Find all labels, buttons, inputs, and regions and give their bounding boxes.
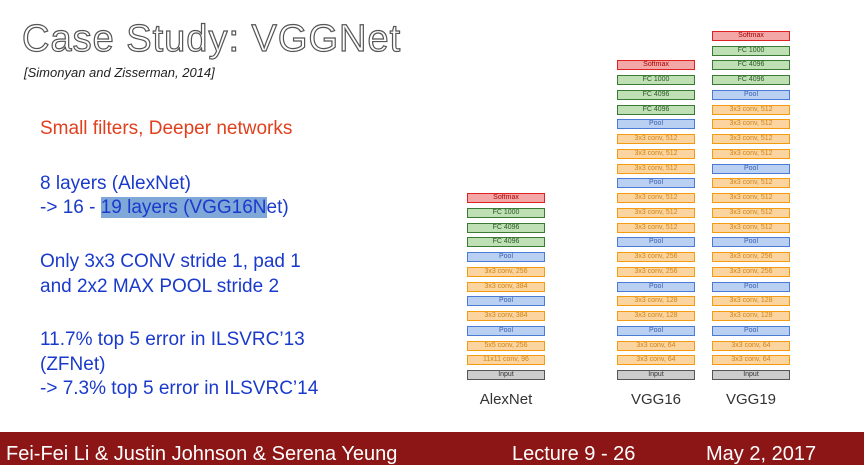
conv-layer: 3x3 conv, 128 [712, 296, 790, 307]
pool-layer: Pool [617, 281, 695, 292]
fc-layer: FC 4096 [467, 222, 545, 233]
highlighted-text: 19 layers (VGG16N [100, 197, 267, 218]
softmax-layer: Softmax [617, 60, 695, 71]
input-layer: Input [467, 370, 545, 380]
conv-layer: 3x3 conv, 256 [467, 266, 545, 277]
conv-layer: 3x3 conv, 512 [712, 207, 790, 218]
red-heading: Small filters, Deeper networks [40, 118, 293, 139]
conv-layer: 3x3 conv, 512 [712, 193, 790, 203]
input-layer: Input [712, 370, 790, 380]
vgg16-label: VGG16 [630, 391, 682, 408]
conv-layer: 3x3 conv, 128 [617, 296, 695, 307]
footer-authors: Fei-Fei Li & Justin Johnson & Serena Yeu… [6, 443, 398, 465]
vgg19-label: VGG19 [725, 391, 777, 408]
conv-layer: 3x3 conv, 256 [617, 266, 695, 277]
footer-lecture: Lecture 9 - 26 [512, 443, 636, 465]
pool-layer: Pool [712, 325, 790, 336]
conv-layer: 3x3 conv, 128 [617, 311, 695, 321]
conv-layer: 3x3 conv, 512 [617, 193, 695, 203]
conv-line-2: and 2x2 MAX POOL stride 2 [40, 276, 280, 297]
fc-layer: FC 4096 [712, 60, 790, 71]
pool-layer: Pool [467, 325, 545, 336]
conv-layer: 3x3 conv, 512 [617, 163, 695, 174]
error-line-2: (ZFNet) [40, 354, 106, 375]
layers-line-1: 8 layers (AlexNet) [40, 173, 191, 194]
layers-line-2-pre: -> 16 - [40, 197, 101, 218]
fc-layer: FC 1000 [617, 75, 695, 85]
conv-layer: 3x3 conv, 256 [617, 252, 695, 262]
conv-layer: 3x3 conv, 512 [712, 104, 790, 115]
pool-layer: Pool [617, 119, 695, 130]
pool-layer: Pool [712, 163, 790, 174]
conv-layer: 3x3 conv, 512 [617, 222, 695, 233]
softmax-layer: Softmax [467, 193, 545, 203]
conv-layer: 3x3 conv, 512 [712, 222, 790, 233]
pool-layer: Pool [617, 325, 695, 336]
conv-layer: 3x3 conv, 512 [712, 148, 790, 159]
input-layer: Input [617, 370, 695, 380]
conv-layer: 3x3 conv, 512 [617, 148, 695, 159]
fc-layer: FC 4096 [617, 104, 695, 115]
fc-layer: FC 4096 [712, 75, 790, 85]
pool-layer: Pool [617, 178, 695, 189]
slide-title: Case Study: VGGNet [21, 17, 402, 60]
pool-layer: Pool [712, 89, 790, 100]
error-line-1: 11.7% top 5 error in ILSVRC’13 [40, 329, 305, 350]
error-line-3: -> 7.3% top 5 error in ILSVRC’14 [40, 378, 319, 399]
conv-layer: 3x3 conv, 512 [712, 119, 790, 130]
conv-layer: 3x3 conv, 512 [617, 134, 695, 144]
footer-date: May 2, 2017 [706, 443, 817, 465]
layers-line-2-post: et) [266, 197, 289, 218]
layers-line-2: -> 16 - 19 layers (VGG16Net) [40, 196, 289, 220]
pool-layer: Pool [712, 281, 790, 292]
conv-layer: 3x3 conv, 128 [712, 311, 790, 321]
conv-layer: 3x3 conv, 256 [712, 252, 790, 262]
conv-line-1: Only 3x3 CONV stride 1, pad 1 [40, 251, 301, 272]
conv-layer: 3x3 conv, 64 [617, 340, 695, 351]
conv-layer: 3x3 conv, 384 [467, 281, 545, 292]
conv-layer: 3x3 conv, 512 [617, 207, 695, 218]
pool-layer: Pool [467, 252, 545, 262]
conv-layer: 5x5 conv, 256 [467, 340, 545, 351]
conv-layer: 3x3 conv, 512 [712, 178, 790, 189]
alexnet-label: AlexNet [479, 391, 533, 408]
conv-layer: 3x3 conv, 64 [712, 355, 790, 366]
footer-bar [0, 432, 864, 465]
conv-layer: 3x3 conv, 256 [712, 266, 790, 277]
conv-layer: 3x3 conv, 512 [712, 134, 790, 144]
citation: [Simonyan and Zisserman, 2014] [24, 65, 215, 80]
pool-layer: Pool [617, 237, 695, 248]
conv-layer: 3x3 conv, 64 [617, 355, 695, 366]
fc-layer: FC 4096 [467, 237, 545, 248]
fc-layer: FC 1000 [712, 45, 790, 56]
fc-layer: FC 4096 [617, 89, 695, 100]
pool-layer: Pool [467, 296, 545, 307]
conv-layer: 3x3 conv, 64 [712, 340, 790, 351]
conv-layer: 3x3 conv, 384 [467, 311, 545, 321]
fc-layer: FC 1000 [467, 207, 545, 218]
conv-layer: 11x11 conv, 96 [467, 355, 545, 366]
pool-layer: Pool [712, 237, 790, 248]
softmax-layer: Softmax [712, 30, 790, 41]
